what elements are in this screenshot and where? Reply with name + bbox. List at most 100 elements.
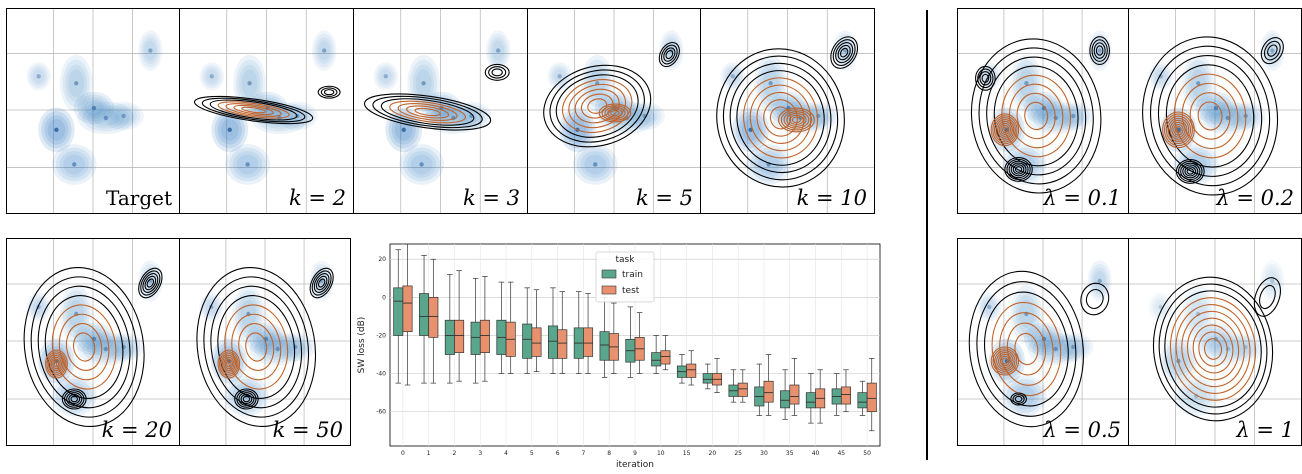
model-contours	[968, 270, 1110, 428]
density-panel-k5: k = 5	[527, 8, 701, 214]
boxplot-svg: 200-20-40-600 1 2 3 4 5 6 7 8 9 10 15 20 25 30 35 40 45 50…	[357, 243, 881, 470]
density-panel-k10: k = 10	[700, 8, 875, 214]
y-tick-label: -60	[376, 409, 386, 416]
box-test	[737, 369, 748, 403]
y-tick-label: 20	[378, 256, 386, 263]
box-test	[531, 289, 542, 373]
density-panel-lambda-1: λ = 1	[1128, 238, 1302, 446]
x-tick-label: 10	[657, 450, 665, 457]
density-plot	[354, 9, 527, 213]
x-tick-label: 7	[582, 450, 586, 457]
legend-title: task	[616, 255, 636, 265]
density-plot	[1129, 9, 1301, 213]
box-test	[660, 335, 671, 371]
box-test	[634, 312, 645, 374]
box-test	[866, 357, 877, 432]
density-panel-k2: k = 2	[179, 8, 354, 214]
x-tick-label: 20	[709, 450, 717, 457]
x-axis-label: iteration	[616, 460, 654, 470]
y-tick-label: -20	[376, 332, 386, 339]
y-tick-label: -40	[376, 371, 386, 378]
target-density	[373, 30, 511, 185]
density-plot	[7, 9, 179, 213]
legend-entry: train	[622, 270, 643, 280]
x-tick-label: 0	[401, 450, 405, 457]
panel-label: k = 50	[272, 418, 343, 442]
box-test	[557, 291, 568, 374]
box-test	[686, 350, 697, 386]
legend: task train test	[595, 251, 655, 303]
density-panel-lambda-01: λ = 0.1	[957, 8, 1129, 214]
density-plot	[528, 9, 700, 213]
x-tick-label: 3	[478, 450, 482, 457]
x-tick-label: 6	[556, 450, 560, 457]
box-test	[583, 293, 594, 374]
box-test	[608, 302, 619, 374]
box-test	[840, 369, 851, 413]
panel-label: λ = 0.2	[1216, 186, 1294, 210]
density-panel-k3: k = 3	[353, 8, 528, 214]
density-panel-k20: k = 20	[6, 238, 180, 446]
x-tick-label: 4	[504, 450, 508, 457]
panel-label: k = 20	[101, 418, 172, 442]
density-plot	[958, 9, 1128, 213]
target-density	[1148, 30, 1285, 185]
density-plot	[180, 239, 350, 445]
panel-label: λ = 1	[1236, 418, 1294, 442]
section-divider	[926, 10, 928, 460]
box-train	[754, 363, 765, 416]
x-tick-label: 40	[812, 450, 820, 457]
x-tick-label: 35	[786, 450, 794, 457]
box-train	[496, 281, 507, 374]
box-train	[573, 291, 584, 374]
box-train	[419, 255, 430, 384]
model-contours	[1152, 276, 1281, 422]
legend-entry: test	[622, 286, 640, 296]
density-plot	[1129, 239, 1301, 445]
x-tick-label: 2	[453, 450, 457, 457]
box-test	[712, 357, 723, 393]
sw-loss-boxplot: 20 0 -20 -40 -60 0 1 2 3 4 5 6 7 8 9 10 15 20 25 30 35 40 45 50…	[352, 238, 884, 470]
density-panel-target: Target	[6, 8, 180, 214]
density-plot	[958, 239, 1128, 445]
box-test	[479, 276, 490, 382]
panel-label: k = 2	[288, 186, 346, 210]
x-tick-label: 50	[863, 450, 871, 457]
x-tick-label: 9	[633, 450, 637, 457]
model-contours	[363, 63, 510, 131]
box-train	[393, 249, 404, 384]
density-plot	[7, 239, 179, 445]
panel-label: k = 3	[462, 186, 520, 210]
y-axis-label: SW loss (dB)	[357, 317, 367, 374]
panel-label: k = 5	[635, 186, 693, 210]
box-test	[402, 243, 413, 386]
x-tick-label: 45	[837, 450, 845, 457]
y-tick-label: 0	[382, 294, 386, 301]
density-panel-lambda-05: λ = 0.5	[957, 238, 1129, 446]
x-tick-label: 15	[683, 450, 691, 457]
box-test	[815, 369, 826, 424]
panel-label: k = 10	[796, 186, 867, 210]
box-test	[789, 357, 800, 416]
panel-label: Target	[106, 186, 172, 210]
box-test	[454, 270, 465, 382]
model-contours	[23, 266, 163, 428]
box-train	[857, 380, 868, 416]
density-plot	[701, 9, 874, 213]
box-test	[763, 354, 774, 416]
model-contours	[1142, 36, 1284, 196]
box-test	[505, 281, 516, 374]
panel-label: λ = 0.1	[1043, 186, 1121, 210]
box-test	[428, 258, 439, 384]
density-panel-lambda-02: λ = 0.2	[1128, 8, 1302, 214]
panel-label: λ = 0.5	[1043, 418, 1121, 442]
model-contours	[193, 85, 341, 125]
density-plot	[180, 9, 353, 213]
box-train	[651, 335, 662, 374]
model-contours	[970, 36, 1110, 194]
x-tick-label: 25	[734, 450, 742, 457]
density-panel-k50: k = 50	[179, 238, 351, 446]
x-tick-label: 30	[760, 450, 768, 457]
model-contours	[716, 36, 859, 188]
x-tick-label: 5	[530, 450, 534, 457]
